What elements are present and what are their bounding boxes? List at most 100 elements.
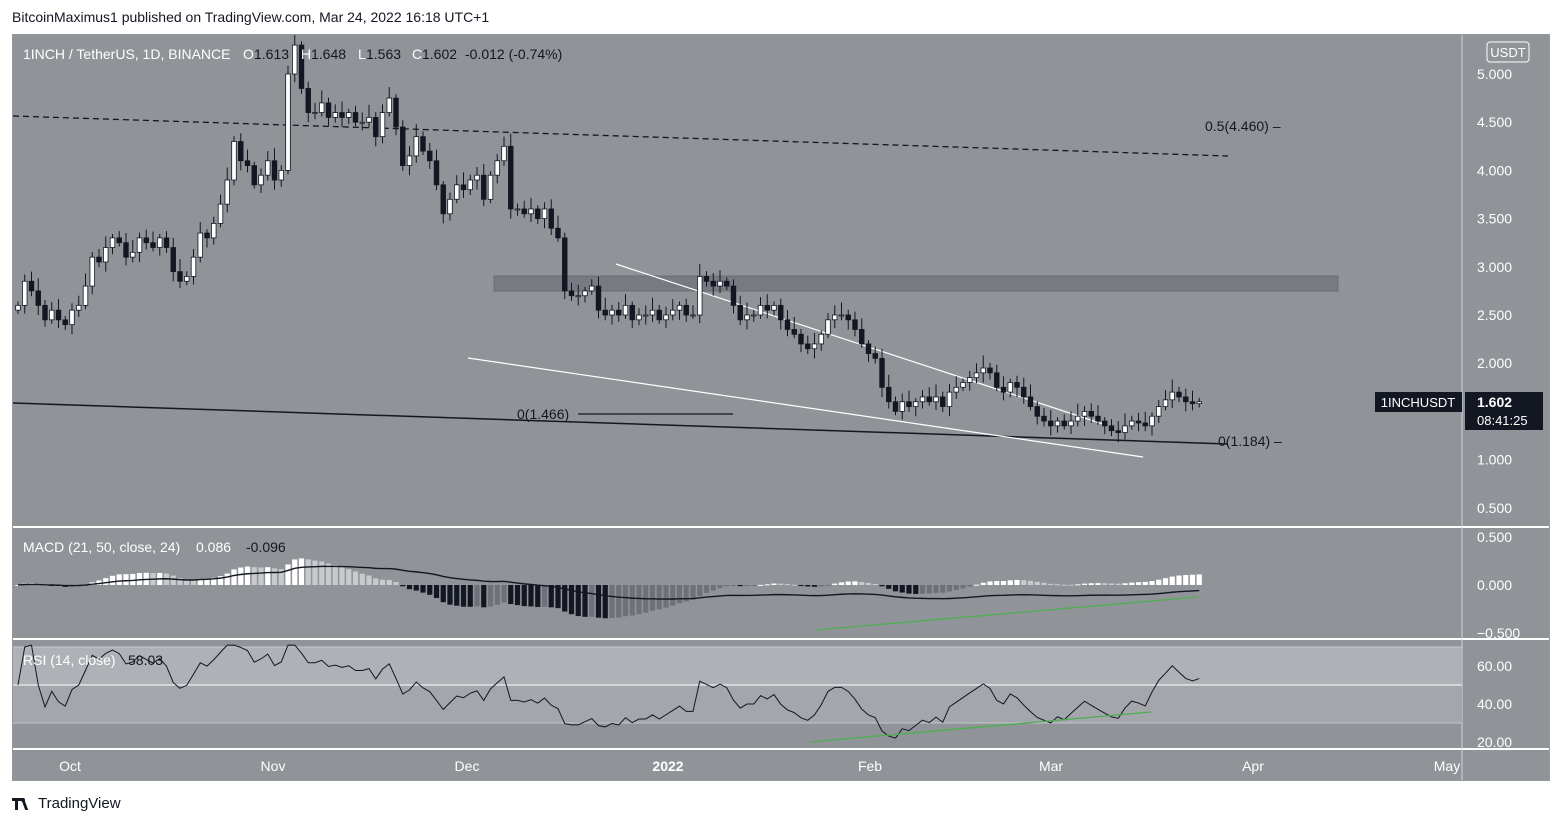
candle-body[interactable] xyxy=(1081,410,1088,417)
candle-body[interactable] xyxy=(872,353,878,359)
candle-body[interactable] xyxy=(258,174,264,186)
candle-body[interactable] xyxy=(643,314,649,317)
candle-body[interactable] xyxy=(879,357,885,388)
price-axis-ticks[interactable]: 5.0004.5004.0003.5003.0002.5002.0001.500… xyxy=(1477,66,1512,516)
candle-body[interactable] xyxy=(285,73,291,171)
candle-body[interactable] xyxy=(676,304,683,311)
candle-body[interactable] xyxy=(163,237,170,248)
candle-body[interactable] xyxy=(481,174,487,200)
candle-body[interactable] xyxy=(278,169,284,181)
candle-body[interactable] xyxy=(656,309,662,321)
candle-body[interactable] xyxy=(460,184,467,191)
candle-body[interactable] xyxy=(346,112,352,118)
candle-body[interactable] xyxy=(1129,420,1135,427)
footer-brand[interactable]: TradingView xyxy=(12,795,121,812)
candle-body[interactable] xyxy=(123,242,129,258)
candle-body[interactable] xyxy=(177,271,183,282)
candle-body[interactable] xyxy=(339,112,345,118)
candle-body[interactable] xyxy=(379,112,386,138)
candle-body[interactable] xyxy=(440,184,446,215)
candle-body[interactable] xyxy=(690,314,696,317)
candle-body[interactable] xyxy=(217,203,224,224)
candle-body[interactable] xyxy=(757,304,764,316)
candle-body[interactable] xyxy=(103,247,109,263)
candle-body[interactable] xyxy=(562,237,568,292)
candle-body[interactable] xyxy=(238,141,244,162)
candle-body[interactable] xyxy=(1162,399,1169,407)
candle-body[interactable] xyxy=(130,251,136,258)
candle-body[interactable] xyxy=(49,309,55,321)
candle-body[interactable] xyxy=(568,290,575,297)
candle-body[interactable] xyxy=(197,232,203,258)
candle-body[interactable] xyxy=(1095,415,1101,422)
candle-body[interactable] xyxy=(1142,422,1148,427)
long-term-resistance-line[interactable] xyxy=(13,115,1229,157)
candle-body[interactable] xyxy=(352,112,359,123)
candle-body[interactable] xyxy=(724,280,730,287)
candle-body[interactable] xyxy=(298,44,305,89)
candle-body[interactable] xyxy=(244,160,251,166)
candle-body[interactable] xyxy=(555,227,561,239)
macd-group[interactable] xyxy=(15,558,1202,619)
candle-body[interactable] xyxy=(960,382,966,388)
candle-body[interactable] xyxy=(859,329,865,345)
candle-body[interactable] xyxy=(427,150,433,162)
candle-body[interactable] xyxy=(730,285,737,306)
candle-body[interactable] xyxy=(319,102,325,113)
candle-body[interactable] xyxy=(1102,420,1108,427)
candle-body[interactable] xyxy=(62,319,68,326)
candle-body[interactable] xyxy=(1149,415,1155,427)
candle-body[interactable] xyxy=(204,232,210,239)
candle-body[interactable] xyxy=(919,396,926,403)
candle-body[interactable] xyxy=(1048,420,1054,427)
candle-body[interactable] xyxy=(42,304,48,321)
chart-frame[interactable]: 0.5(4.460) – 0(1.466) 0(1.184) – 1INCH /… xyxy=(12,34,1550,781)
candle-body[interactable] xyxy=(609,309,615,316)
candle-body[interactable] xyxy=(393,97,399,128)
candle-body[interactable] xyxy=(136,237,143,253)
candle-body[interactable] xyxy=(649,309,656,316)
candle-body[interactable] xyxy=(798,333,804,345)
candle-body[interactable] xyxy=(764,304,770,311)
candle-body[interactable] xyxy=(1122,425,1128,434)
candle-body[interactable] xyxy=(987,367,993,374)
candle-body[interactable] xyxy=(913,401,919,407)
rsi-divergence-line[interactable] xyxy=(809,711,1152,743)
candle-body[interactable] xyxy=(811,343,818,350)
candle-body[interactable] xyxy=(791,329,797,335)
candle-body[interactable] xyxy=(1014,382,1020,388)
candle-body[interactable] xyxy=(521,208,527,215)
candle-body[interactable] xyxy=(305,88,311,113)
candle-body[interactable] xyxy=(717,280,723,287)
candle-body[interactable] xyxy=(899,401,905,412)
candle-body[interactable] xyxy=(184,276,190,282)
candle-body[interactable] xyxy=(1088,410,1094,417)
candle-body[interactable] xyxy=(744,314,750,321)
candle-body[interactable] xyxy=(906,401,912,407)
candle-body[interactable] xyxy=(636,314,642,321)
candle-body[interactable] xyxy=(980,367,986,374)
candle-body[interactable] xyxy=(926,396,932,403)
candle-body[interactable] xyxy=(771,304,777,311)
candle-body[interactable] xyxy=(670,309,676,316)
candle-body[interactable] xyxy=(487,174,494,200)
candle-body[interactable] xyxy=(76,304,82,311)
candle-body[interactable] xyxy=(629,304,635,321)
candle-body[interactable] xyxy=(751,314,757,317)
candle-body[interactable] xyxy=(953,386,959,393)
candle-body[interactable] xyxy=(420,136,426,152)
candle-body[interactable] xyxy=(447,198,453,215)
candle-body[interactable] xyxy=(973,372,980,379)
candle-body[interactable] xyxy=(474,174,480,181)
candle-body[interactable] xyxy=(96,256,102,263)
candle-body[interactable] xyxy=(28,280,35,292)
candle-body[interactable] xyxy=(994,372,1000,388)
candle-body[interactable] xyxy=(1061,420,1067,427)
candle-body[interactable] xyxy=(589,285,595,292)
candle-body[interactable] xyxy=(89,256,95,287)
candle-body[interactable] xyxy=(845,314,851,321)
candle-body[interactable] xyxy=(22,280,28,306)
candle-body[interactable] xyxy=(1135,420,1142,424)
candle-body[interactable] xyxy=(582,290,588,297)
candle-body[interactable] xyxy=(325,102,332,118)
